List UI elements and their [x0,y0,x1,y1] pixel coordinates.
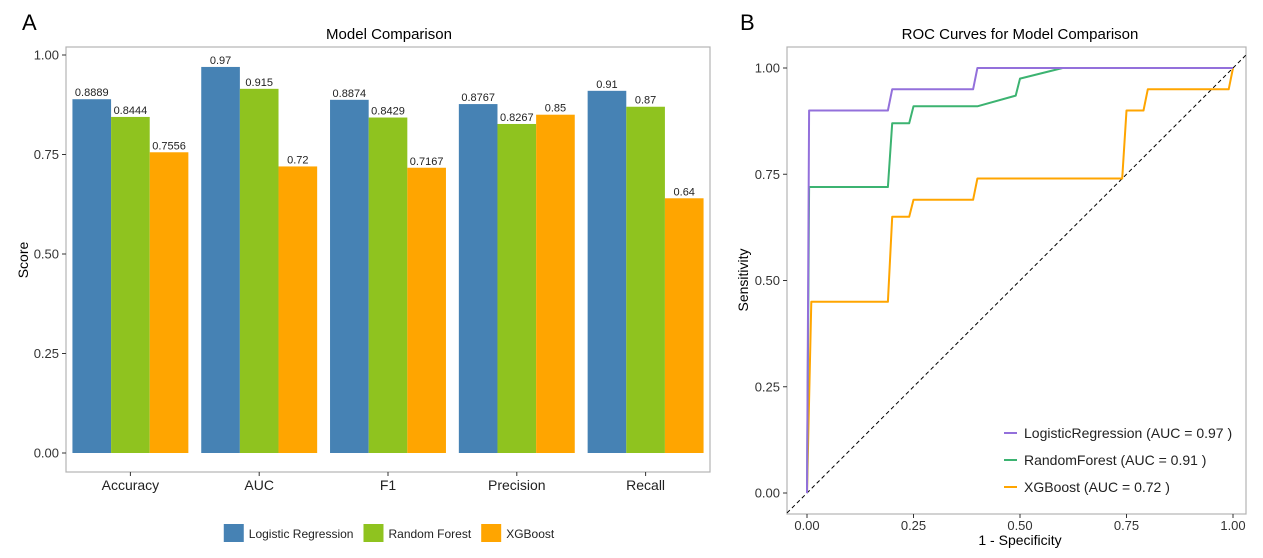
x-tick-label: Precision [488,477,546,493]
bar-random-forest-auc [239,88,279,453]
legend-label-xgboost: XGBoost [506,527,555,541]
bar-random-forest-precision [497,123,537,454]
panel-b-title: ROC Curves for Model Comparison [902,26,1139,43]
panel-a-x-ticks: Accuracy AUC F1 Precision Recall [102,472,665,493]
data-label: 0.7167 [410,156,444,168]
data-label: 0.8889 [75,87,109,99]
y-tick-label: 0.00 [755,486,780,501]
bar-logistic-regression-f1 [330,99,369,454]
data-label: 0.8429 [371,106,405,118]
bar-logistic-regression-recall [587,90,627,453]
roc-line-xgboost [806,67,1234,494]
legend-label-logisticregression: LogisticRegression (AUC = 0.97 ) [1024,425,1232,441]
panel-b-plot-border [786,46,1247,515]
data-label: 0.85 [545,103,566,115]
x-tick-label: 0.25 [901,518,926,533]
y-tick-label: 1.00 [34,48,59,63]
y-tick-label: 1.00 [755,61,780,76]
bar-xgboost-recall [664,198,704,453]
panel-a-label: A [22,10,37,35]
panel-b-ticks: 0.00 0.25 0.50 0.75 1.00 0.00 0.25 0.50 0.75 1.00 [755,61,1246,534]
roc-line-logisticregression [806,67,1233,494]
data-label: 0.8767 [461,92,495,104]
panel-b-y-axis-label: Sensitivity [735,248,751,311]
legend-label-logistic-regression: Logistic Regression [249,527,354,541]
panel-b-roc-chart: B ROC Curves for Model Comparison Sensit… [735,10,1247,548]
data-label: 0.91 [596,79,617,91]
x-tick-label: Recall [626,477,665,493]
panel-a-data-labels: 0.8889 0.8444 0.7556 0.97 0.915 0.72 0.8874 0.8… [75,55,695,198]
panel-a-bar-chart: A Model Comparison Score 0.00 0.25 0.50 0.7… [15,10,711,542]
panel-b-legend: LogisticRegression (AUC = 0.97 ) RandomFo… [1004,425,1232,495]
bar-logistic-regression-auc [201,66,240,453]
panel-a-y-axis-label: Score [15,242,31,279]
panel-b-label: B [740,10,755,35]
panel-a-legend: Logistic Regression Random Forest XGBoost [223,524,555,542]
bar-logistic-regression-precision [458,104,498,454]
y-tick-label: 0.25 [755,379,780,394]
panel-a-bars [72,66,704,454]
x-tick-label: 0.75 [1114,518,1139,533]
data-label: 0.8267 [500,112,534,124]
bar-xgboost-auc [278,166,318,453]
bar-random-forest-recall [626,106,665,454]
x-tick-label: F1 [380,477,397,493]
data-label: 0.8874 [333,88,367,100]
x-tick-label: 0.50 [1007,518,1032,533]
legend-label-xgboost: XGBoost (AUC = 0.72 ) [1024,479,1170,495]
data-label: 0.7556 [152,140,186,152]
panel-a-y-ticks: 0.00 0.25 0.50 0.75 1.00 [34,48,66,461]
panel-b-roc-lines [806,67,1234,494]
panel-b-reference-diagonal [786,54,1247,514]
y-tick-label: 0.50 [755,273,780,288]
data-label: 0.87 [635,95,656,107]
y-tick-label: 0.75 [34,147,59,162]
legend-key-logistic-regression [223,524,244,542]
legend-key-xgboost [481,524,502,542]
x-tick-label: Accuracy [102,477,160,493]
data-label: 0.72 [287,154,308,166]
data-label: 0.915 [245,77,273,89]
panel-a-title: Model Comparison [326,26,452,43]
bar-xgboost-precision [536,114,575,453]
legend-key-random-forest [363,524,384,542]
y-tick-label: 0.00 [34,446,59,461]
panel-b-x-axis-label: 1 - Specificity [978,532,1061,548]
data-label: 0.64 [674,186,695,198]
y-tick-label: 0.25 [34,346,59,361]
y-tick-label: 0.50 [34,247,59,262]
bar-logistic-regression-accuracy [72,99,112,453]
legend-label-randomforest: RandomForest (AUC = 0.91 ) [1024,452,1206,468]
bar-xgboost-accuracy [149,152,189,454]
bar-random-forest-f1 [368,117,408,453]
roc-line-randomforest [806,67,1233,494]
x-tick-label: 1.00 [1220,518,1245,533]
legend-label-random-forest: Random Forest [388,527,471,541]
x-tick-label: AUC [244,477,274,493]
data-label: 0.97 [210,55,231,67]
y-tick-label: 0.75 [755,167,780,182]
x-tick-label: 0.00 [794,518,819,533]
data-label: 0.8444 [114,105,148,117]
bar-random-forest-accuracy [111,116,150,453]
bar-xgboost-f1 [407,167,446,453]
